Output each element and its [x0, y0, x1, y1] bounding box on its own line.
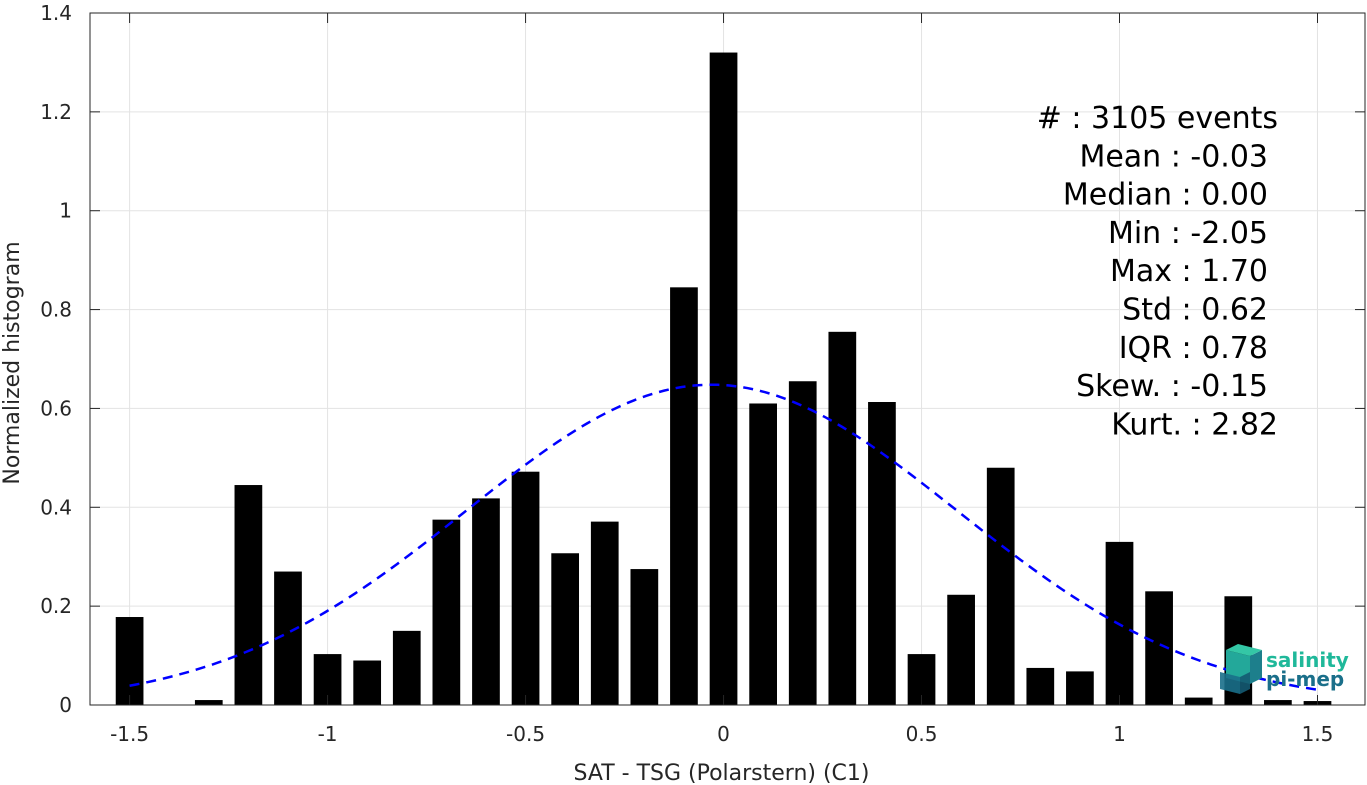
bar [234, 485, 263, 705]
stat-line: Kurt. : 2.82 [1111, 407, 1278, 442]
y-tick-label: 0 [59, 693, 72, 717]
x-tick-label: 1.5 [1302, 722, 1334, 746]
bar [551, 553, 580, 705]
stat-line: Std : 0.62 [1122, 293, 1268, 328]
gaussian-fit-curve [129, 383, 1318, 691]
bar [670, 287, 698, 705]
y-tick-label: 1.4 [40, 1, 72, 25]
bar [511, 471, 540, 705]
y-tick-label: 0.6 [40, 396, 72, 420]
x-tick-label: 0 [717, 722, 730, 746]
y-tick-label: 1 [59, 199, 72, 223]
x-axis-ticks: -1.5 -1 -0.5 0 0.5 1 1.5 [110, 13, 1333, 746]
bar [828, 331, 857, 705]
bar [115, 617, 144, 705]
y-axis-label: Normalized histogram [0, 241, 25, 484]
bar [986, 467, 1015, 705]
bar [630, 569, 659, 705]
bar [788, 381, 817, 705]
x-tick-label: -1 [318, 722, 338, 746]
salinity-pi-mep-logo: salinity pi-mep [1220, 644, 1349, 694]
y-tick-label: 0.2 [40, 594, 72, 618]
bar [947, 594, 975, 705]
x-axis-label: SAT - TSG (Polarstern) (C1) [573, 761, 869, 785]
bar [432, 519, 461, 705]
x-tick-label: 0.5 [906, 722, 938, 746]
logo-text-line1: salinity [1266, 648, 1349, 672]
stat-line: Min : -2.05 [1108, 216, 1268, 251]
y-tick-label: 1.2 [40, 100, 72, 124]
bar [749, 403, 777, 705]
bar [709, 52, 738, 706]
bar [1184, 697, 1213, 705]
bar [590, 521, 619, 705]
stat-line: Median : 0.00 [1063, 178, 1268, 213]
logo-cube-icon [1220, 644, 1262, 694]
bar [194, 700, 223, 705]
stat-line: # : 3105 events [1037, 101, 1278, 136]
y-tick-label: 0.4 [40, 495, 72, 519]
bar [1026, 667, 1055, 705]
stat-line: Max : 1.70 [1110, 254, 1268, 289]
x-tick-label: 1 [1113, 722, 1126, 746]
bar [392, 630, 421, 705]
bar [353, 660, 382, 705]
stat-line: Mean : -0.03 [1079, 139, 1268, 174]
bar [472, 498, 500, 705]
bar [1264, 700, 1292, 705]
x-tick-label: -1.5 [110, 722, 149, 746]
bar [1066, 671, 1094, 705]
axes-box [89, 12, 1366, 706]
stat-line: Skew. : -0.15 [1076, 369, 1268, 404]
bars [115, 52, 1332, 706]
y-axis-ticks: 0 0.2 0.4 0.6 0.8 1 1.2 1.4 [40, 1, 1365, 717]
logo-text-line2: pi-mep [1266, 667, 1344, 691]
stat-line: IQR : 0.78 [1119, 331, 1268, 366]
y-tick-label: 0.8 [40, 298, 72, 322]
x-tick-label: -0.5 [506, 722, 545, 746]
